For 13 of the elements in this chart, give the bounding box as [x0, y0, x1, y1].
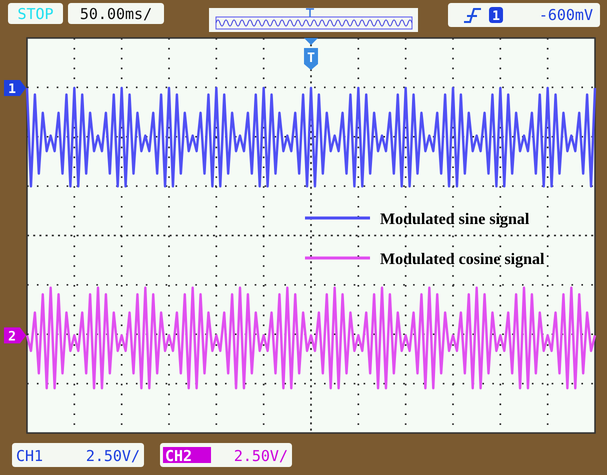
- text: 2.50V/: [234, 447, 288, 465]
- text: CH1: [16, 447, 44, 465]
- text: -600mV: [538, 6, 593, 24]
- text: CH2: [165, 447, 192, 465]
- text: 1: [8, 82, 16, 97]
- text: 2.50V/: [86, 447, 140, 465]
- text: T: [307, 51, 316, 66]
- legend-label: Modulated cosine signal: [380, 251, 546, 268]
- legend-label: Modulated sine signal: [380, 211, 530, 228]
- text: 50.00ms/: [80, 5, 152, 23]
- text: STOP: [17, 5, 54, 23]
- text: 1: [492, 9, 500, 24]
- text: 2: [8, 329, 16, 344]
